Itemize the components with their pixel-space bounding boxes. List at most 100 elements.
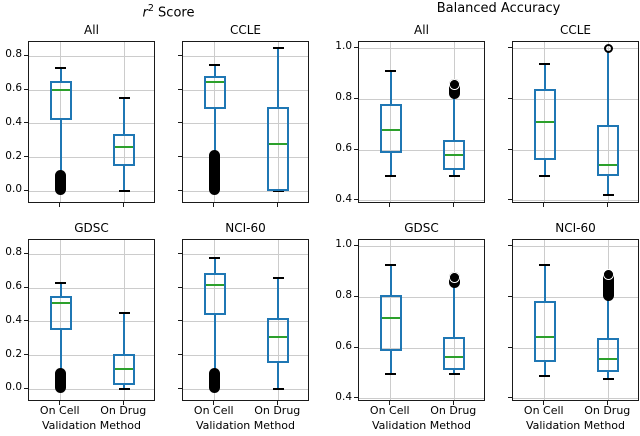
y-tick-mark <box>178 189 182 191</box>
whisker-upper <box>389 71 392 105</box>
boxplot-on-drug <box>359 42 484 202</box>
whisker-cap-upper <box>385 70 397 73</box>
whisker-lower <box>607 372 610 379</box>
whisker-lower <box>59 330 62 373</box>
subplot-title-ba-ccle: CCLE <box>559 23 592 37</box>
y-tick-mark <box>24 252 28 254</box>
y-tick-mark <box>354 97 358 99</box>
gridline-horizontal <box>29 355 154 357</box>
left-suptitle-variable: r <box>142 5 148 21</box>
median-line <box>205 283 224 286</box>
whisker-cap-upper <box>55 67 67 70</box>
x-axis-label-r2-nci60: Validation Method <box>195 419 296 432</box>
whisker-cap-upper <box>539 264 551 267</box>
gridline-horizontal <box>183 55 308 57</box>
gridline-horizontal <box>183 287 308 289</box>
left-suptitle-rest: Score <box>153 5 195 21</box>
whisker-cap-lower <box>272 388 284 391</box>
gridline-vertical <box>277 42 279 202</box>
whisker-cap-upper <box>118 96 130 99</box>
gridline-horizontal <box>183 157 308 159</box>
whisker-cap-upper <box>272 276 284 279</box>
median-line <box>51 302 70 305</box>
y-tick-mark <box>24 156 28 158</box>
whisker-upper <box>543 265 546 302</box>
boxplot-on-cell <box>29 42 154 202</box>
box <box>203 75 226 109</box>
boxplot-on-cell <box>183 42 308 202</box>
gridline-horizontal <box>29 388 154 390</box>
whisker-lower <box>389 152 392 176</box>
boxplot-on-drug <box>183 240 308 400</box>
subplot-ba-all <box>358 41 485 203</box>
gridline-horizontal <box>359 200 484 202</box>
whisker-upper <box>277 277 280 319</box>
box <box>533 89 556 161</box>
box <box>443 139 466 171</box>
y-tick-mark <box>24 320 28 322</box>
box <box>533 301 556 363</box>
y-tick-mark <box>508 295 512 297</box>
x-tick-mark <box>452 203 454 207</box>
whisker-lower <box>123 385 126 390</box>
y-tick-label: 0.4 <box>335 192 352 205</box>
x-tick-mark <box>276 401 278 405</box>
whisker-upper <box>123 312 126 354</box>
y-tick-label: 0.8 <box>335 289 352 302</box>
subplot-title-ba-nci60: NCI-60 <box>555 221 596 235</box>
whisker-upper <box>123 97 126 134</box>
whisker-cap-lower <box>448 373 460 376</box>
median-line <box>599 358 618 361</box>
median-line <box>205 80 224 83</box>
subplot-r2-nci60 <box>182 239 309 401</box>
y-tick-mark <box>354 148 358 150</box>
gridline-horizontal <box>29 190 154 192</box>
whisker-lower <box>453 170 456 176</box>
outlier-circle <box>603 43 613 53</box>
y-tick-label: 0.4 <box>335 390 352 403</box>
whisker-cap-lower <box>539 375 551 378</box>
median-line <box>599 164 618 167</box>
y-tick-label: 0.4 <box>5 115 22 128</box>
x-tick-mark <box>122 203 124 207</box>
box <box>267 106 290 191</box>
whisker-lower <box>213 108 216 154</box>
outlier-cluster <box>448 79 460 99</box>
y-tick-mark <box>508 199 512 201</box>
whisker-upper <box>59 283 62 296</box>
y-tick-mark <box>24 54 28 56</box>
y-tick-label: 0.4 <box>5 313 22 326</box>
whisker-cap-upper <box>118 311 130 314</box>
median-line <box>269 336 288 339</box>
gridline-horizontal <box>359 245 484 247</box>
gridline-horizontal <box>183 321 308 323</box>
gridline-horizontal <box>183 388 308 390</box>
whisker-lower <box>453 369 456 375</box>
x-tick-label-on-cell: On Cell <box>39 404 80 417</box>
whisker-cap-upper <box>385 264 397 267</box>
outlier-circle <box>603 270 613 280</box>
x-tick-label-on-drug: On Drug <box>430 404 477 417</box>
y-tick-label: 0.8 <box>5 48 22 61</box>
y-tick-mark <box>24 122 28 124</box>
whisker-cap-lower <box>118 388 130 391</box>
gridline-horizontal <box>359 98 484 100</box>
median-line <box>445 154 464 157</box>
gridline-horizontal <box>29 157 154 159</box>
y-tick-mark <box>508 397 512 399</box>
y-tick-mark <box>178 122 182 124</box>
x-axis-label-ba-gdsc: Validation Method <box>371 419 472 432</box>
y-tick-label: 0.6 <box>335 142 352 155</box>
y-tick-mark <box>24 387 28 389</box>
x-tick-label-on-cell: On Cell <box>193 404 234 417</box>
x-axis-label-ba-nci60: Validation Method <box>525 419 626 432</box>
y-tick-label: 1.0 <box>335 238 352 251</box>
subplot-ba-nci60 <box>512 239 639 401</box>
boxplot-on-drug <box>359 240 484 400</box>
gridline-horizontal <box>29 123 154 125</box>
y-tick-mark <box>508 97 512 99</box>
whisker-upper <box>607 50 610 125</box>
whisker-lower <box>123 166 126 192</box>
y-tick-mark <box>178 54 182 56</box>
y-tick-mark <box>508 148 512 150</box>
